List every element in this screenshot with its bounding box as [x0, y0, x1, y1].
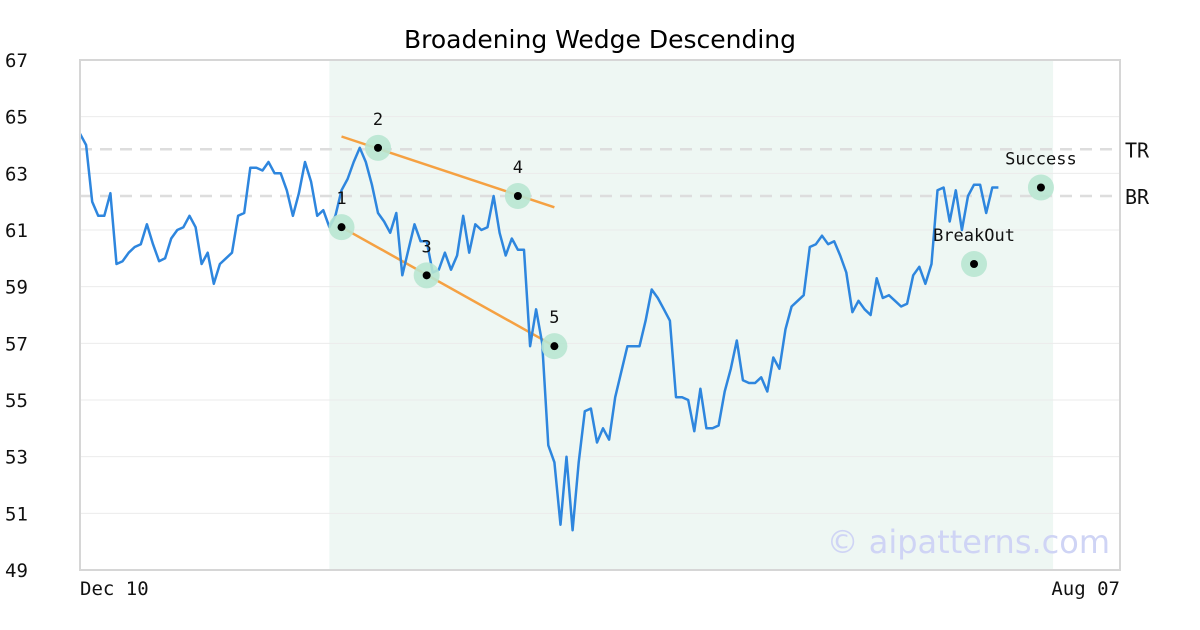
point-label: 2	[373, 110, 383, 130]
y-tick-label: 59	[5, 277, 28, 299]
y-tick-label: 61	[5, 220, 28, 242]
plot-frame	[79, 59, 1121, 571]
point-label: 4	[513, 158, 523, 178]
point-label: Success	[1005, 150, 1077, 170]
pattern-highlight-band	[329, 60, 1054, 570]
price-layer	[78, 133, 999, 532]
y-tick-label: 53	[5, 447, 28, 469]
highlight-layer	[329, 60, 1054, 570]
point-label: 1	[336, 189, 346, 209]
y-tick-label: 63	[5, 163, 28, 185]
point-marker-dot	[513, 192, 522, 200]
y-tick-label: 65	[5, 107, 28, 129]
level-label: TR	[1125, 138, 1150, 162]
point-marker-dot	[970, 260, 979, 268]
point-marker-dot	[1036, 183, 1045, 192]
x-tick-label: Dec 10	[80, 578, 149, 600]
point-label: 5	[549, 308, 559, 328]
y-tick-label: 55	[5, 390, 28, 412]
points-layer: 1 2 3 4 5 BreakOut Success	[328, 110, 1077, 360]
point-marker-dot	[550, 342, 559, 351]
point-label: 3	[422, 237, 432, 257]
y-tick-label: 51	[5, 503, 28, 525]
price-series-line	[78, 133, 999, 532]
trendline	[340, 226, 555, 348]
point-marker-dot	[337, 223, 346, 232]
point-marker-dot	[422, 271, 431, 280]
y-tick-label: 57	[5, 333, 28, 355]
x-tick-label: Aug 07	[1051, 578, 1120, 600]
watermark: © aipatterns.com	[827, 523, 1110, 561]
point-marker-dot	[374, 143, 383, 152]
chart-title: Broadening Wedge Descending	[404, 25, 796, 54]
y-tick-label: 49	[5, 560, 28, 582]
level-label: BR	[1125, 185, 1150, 209]
point-label: BreakOut	[933, 226, 1015, 246]
y-tick-label: 67	[5, 50, 28, 72]
